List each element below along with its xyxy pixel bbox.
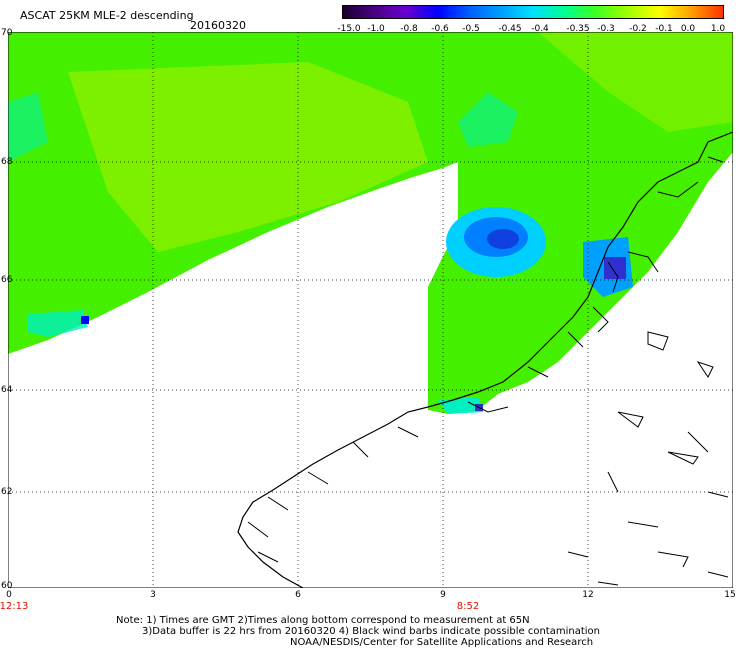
colorbar-label: -1.0 xyxy=(367,24,385,34)
swath-east-darkblue-eddy xyxy=(487,229,519,249)
swath-east-dark-spot xyxy=(604,257,626,279)
notes: Note: 1) Times are GMT 2)Times along bot… xyxy=(116,615,600,648)
note-line-3: NOAA/NESDIS/Center for Satellite Applica… xyxy=(290,637,594,648)
lat-label: 62 xyxy=(1,487,13,497)
colorbar-label: -0.4 xyxy=(531,24,549,34)
colorbar-label: -0.2 xyxy=(629,24,647,34)
map-title: ASCAT 25KM MLE-2 descending xyxy=(20,9,194,22)
lat-label: 64 xyxy=(1,385,13,395)
coastline-norway xyxy=(237,131,733,588)
colorbar-label: -0.6 xyxy=(431,24,449,34)
swath-west-yellowgreen xyxy=(68,62,428,252)
swath-east-cyan xyxy=(458,92,518,147)
colorbar-label: -15.0 xyxy=(337,24,361,34)
colorbar-label: -0.8 xyxy=(400,24,418,34)
lon-label: 3 xyxy=(150,590,156,600)
lat-lon-grid xyxy=(8,32,733,588)
time-label-east: 8:52 xyxy=(456,601,480,612)
swath-west-blue-spot xyxy=(81,316,89,324)
colorbar-labels: -15.0 -1.0 -0.8 -0.6 -0.5 -0.45 -0.4 -0.… xyxy=(330,24,730,36)
note-line-1: Note: 1) Times are GMT 2)Times along bot… xyxy=(116,615,530,626)
swath-west-cyan xyxy=(8,92,48,162)
map-date: 20160320 xyxy=(190,19,246,32)
lon-label: 15 xyxy=(724,590,736,600)
colorbar-label: -0.35 xyxy=(566,24,590,34)
lat-label: 70 xyxy=(1,28,13,38)
colorbar xyxy=(342,5,724,19)
lon-label: 0 xyxy=(6,590,12,600)
swath-west-cyan-south xyxy=(28,310,88,337)
lon-label: 9 xyxy=(440,590,446,600)
colorbar-label: 1.0 xyxy=(710,24,726,34)
colorbar-label: -0.45 xyxy=(498,24,522,34)
colorbar-label: -0.3 xyxy=(597,24,615,34)
lat-label: 60 xyxy=(1,581,13,591)
lon-label: 12 xyxy=(582,590,594,600)
coastline-fjords xyxy=(247,156,724,563)
note-line-2: 3)Data buffer is 22 hrs from 20160320 4)… xyxy=(142,626,600,637)
swath-east-yellowgreen xyxy=(538,32,733,132)
colorbar-label: -0.1 xyxy=(655,24,673,34)
scatterometer-map xyxy=(8,32,733,588)
lat-label: 68 xyxy=(1,157,13,167)
time-label-west: 12:13 xyxy=(0,601,29,612)
lon-label: 6 xyxy=(295,590,301,600)
colorbar-label: -0.5 xyxy=(462,24,480,34)
colorbar-label: 0.0 xyxy=(680,24,696,34)
lat-label: 66 xyxy=(1,275,13,285)
coastline-lakes xyxy=(567,331,729,586)
